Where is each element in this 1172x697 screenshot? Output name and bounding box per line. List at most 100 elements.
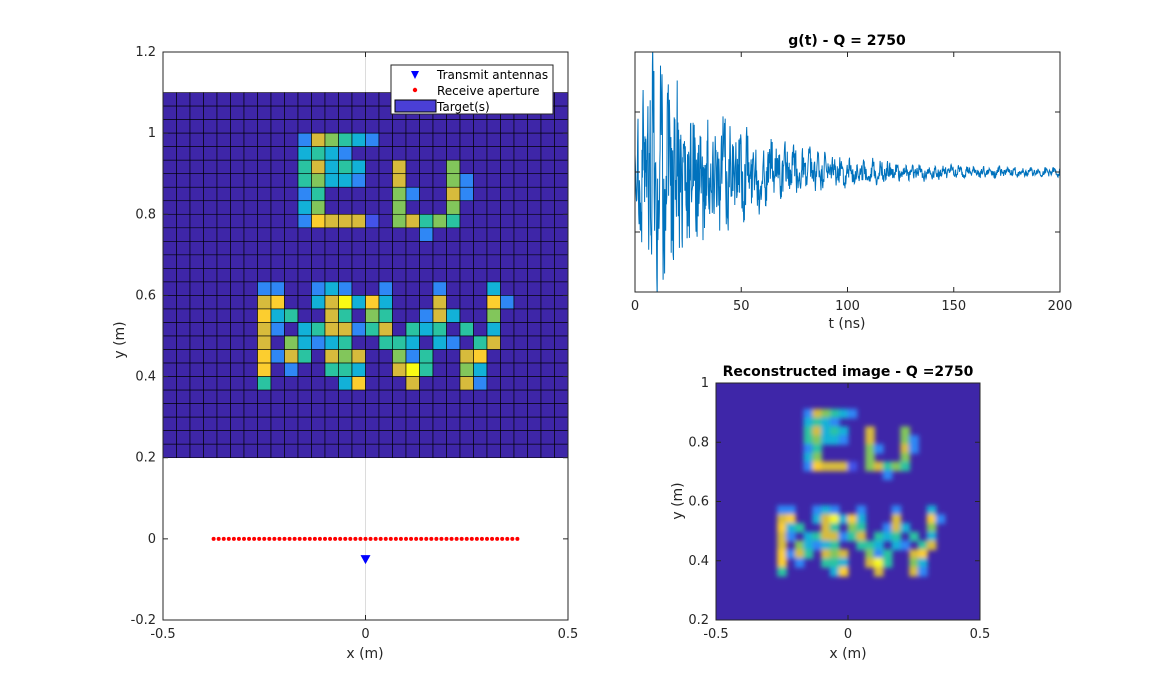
reconstruction-pixel	[909, 435, 919, 445]
target-cell	[338, 295, 353, 310]
target-cell	[365, 241, 380, 256]
target-cell	[203, 227, 218, 242]
x-tick-label: 0	[844, 627, 852, 642]
target-cell	[365, 146, 380, 161]
scene-y-label: y (m)	[112, 321, 128, 358]
reconstruction-pixel	[838, 435, 849, 445]
target-cell	[284, 281, 299, 296]
target-cell	[446, 335, 461, 350]
target-cell	[500, 362, 515, 377]
target-cell	[176, 443, 191, 459]
target-cell	[203, 173, 218, 188]
target-cell	[189, 146, 204, 161]
signal-x-ticks: 0 50 100 150 200	[631, 52, 1072, 314]
target-cell	[486, 213, 501, 229]
target-cell	[473, 227, 488, 242]
reconstruction-pixel	[909, 531, 919, 542]
target-cell	[527, 119, 542, 134]
target-cell	[405, 389, 420, 404]
target-cell	[324, 376, 339, 391]
target-cell	[365, 105, 380, 120]
target-cell	[392, 159, 407, 175]
target-cell	[459, 213, 474, 229]
target-cell	[446, 132, 461, 147]
target-cell	[338, 105, 353, 120]
reconstruction-pixel	[829, 522, 840, 533]
reconstruction-pixel	[891, 522, 902, 533]
target-cell	[163, 241, 177, 256]
reconstruction-pixel	[856, 540, 867, 551]
target-cell	[297, 213, 312, 229]
receive-aperture-point	[333, 536, 338, 541]
target-cell	[216, 389, 231, 404]
target-cell	[176, 295, 191, 310]
target-cell	[500, 295, 515, 310]
target-cell	[189, 430, 204, 445]
target-cell	[203, 159, 218, 175]
target-cell	[203, 349, 218, 364]
target-cell	[284, 146, 299, 161]
y-tick-label: 1	[148, 126, 156, 141]
target-cell	[554, 322, 568, 337]
target-cell	[297, 241, 312, 256]
reconstruction-pixel	[838, 566, 849, 577]
receive-aperture-point	[358, 536, 363, 541]
reconstruction-pixel	[856, 522, 867, 533]
target-cell	[527, 173, 542, 188]
target-cell	[243, 430, 258, 445]
target-cell	[432, 159, 447, 175]
reconstruction-pixel	[803, 417, 814, 428]
target-cell	[392, 146, 407, 161]
target-cell	[365, 389, 380, 404]
target-cell	[297, 146, 312, 161]
target-cell	[554, 268, 568, 283]
target-cell	[446, 254, 461, 269]
x-tick-label: 150	[941, 299, 966, 314]
receive-aperture-point	[424, 536, 429, 541]
target-cell	[230, 241, 245, 256]
target-cell	[243, 443, 258, 459]
reconstruction-pixel	[882, 531, 893, 542]
target-cell	[338, 213, 353, 229]
target-cell	[446, 295, 461, 310]
target-cell	[365, 227, 380, 242]
reconstruction-pixel	[821, 531, 831, 542]
target-cell	[432, 119, 447, 134]
transmit-antenna-markers	[360, 555, 371, 565]
reconstruction-pixel	[917, 549, 928, 560]
target-cell	[432, 362, 447, 377]
target-cell	[392, 349, 407, 364]
target-cell	[338, 146, 353, 161]
target-cell	[189, 213, 204, 229]
target-cell	[527, 241, 542, 256]
target-cell	[486, 268, 501, 283]
target-cell	[554, 281, 568, 296]
receive-aperture-point	[312, 536, 317, 541]
reconstruction-pixel	[865, 558, 875, 568]
target-cell	[459, 227, 474, 242]
target-cell	[527, 362, 542, 377]
target-cell	[419, 241, 434, 256]
target-cell	[419, 335, 434, 350]
target-cell	[230, 186, 245, 202]
target-cell	[338, 349, 353, 364]
target-cell	[284, 389, 299, 404]
target-cell	[446, 308, 461, 323]
reconstruction-pixel	[882, 470, 893, 481]
target-cell	[297, 173, 312, 188]
target-cell	[432, 322, 447, 337]
receive-aperture-point	[459, 536, 464, 541]
signal-plot: g(t) - Q = 2750 0 50 100 150 200 t (ns)	[631, 33, 1073, 332]
target-cell	[405, 173, 420, 188]
reconstruction-pixel	[926, 514, 937, 524]
target-cell	[351, 389, 366, 404]
target-cell	[270, 322, 285, 337]
target-cell	[513, 322, 528, 337]
target-cell	[311, 92, 326, 107]
target-cell	[257, 389, 272, 404]
target-cell	[392, 281, 407, 296]
target-cell	[176, 281, 191, 296]
target-cell	[351, 335, 366, 350]
target-cell	[527, 322, 542, 337]
reconstruction-pixel	[935, 514, 946, 524]
